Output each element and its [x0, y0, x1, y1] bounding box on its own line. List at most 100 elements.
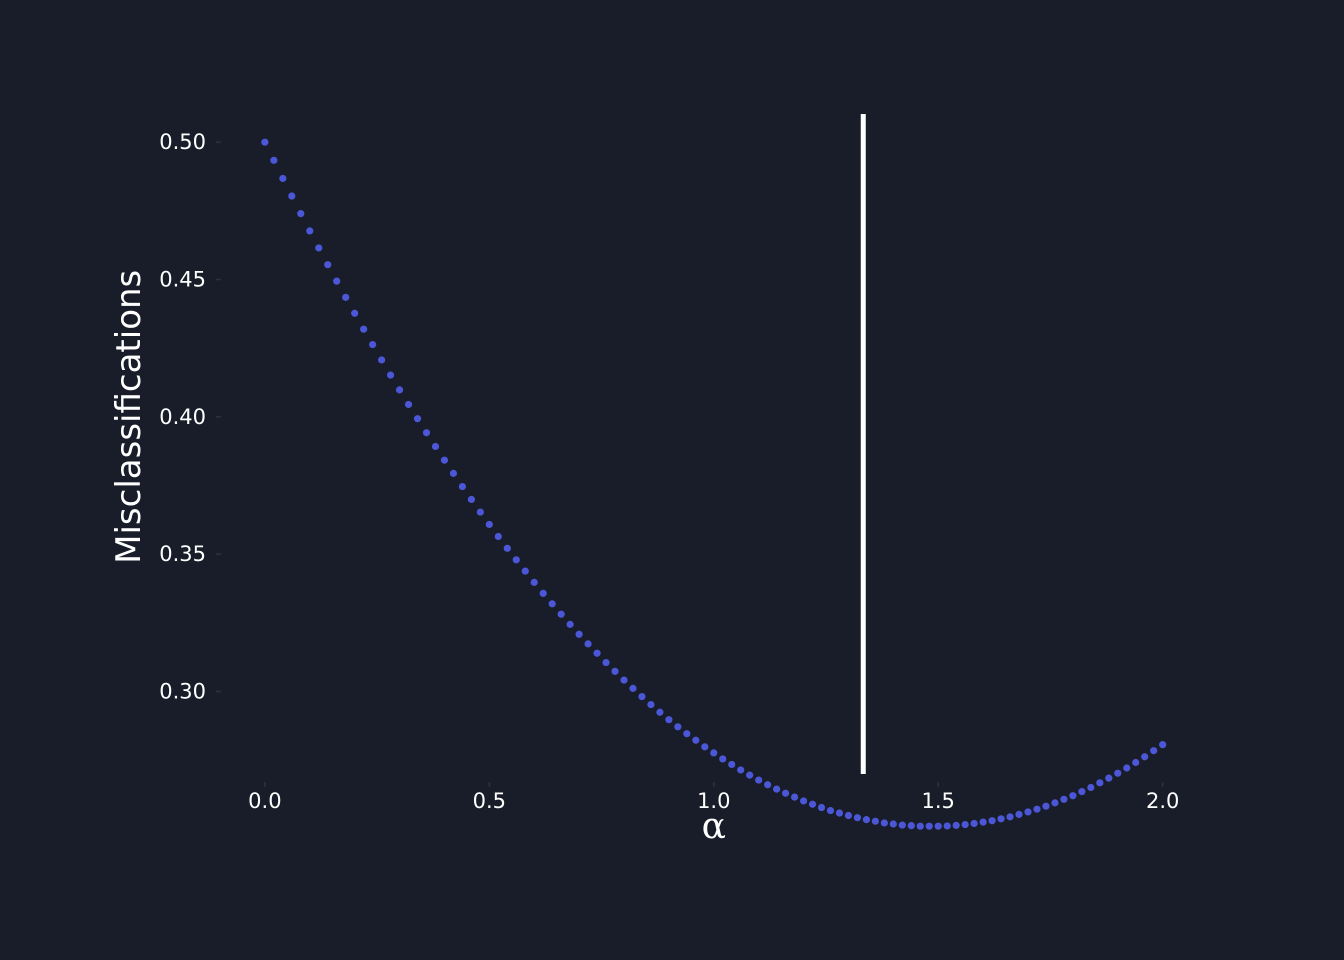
data-point — [324, 261, 332, 269]
data-point — [970, 819, 978, 828]
data-point — [485, 520, 493, 529]
data-point — [512, 556, 520, 564]
data-point — [656, 708, 664, 716]
data-point — [979, 818, 987, 826]
data-point — [808, 800, 817, 808]
data-point — [988, 817, 996, 825]
x-tick-label: 1.0 — [697, 789, 730, 813]
data-point — [746, 771, 754, 779]
data-point — [755, 776, 763, 784]
data-point — [1042, 802, 1050, 810]
data-point — [1015, 810, 1023, 819]
data-point — [297, 209, 305, 218]
data-point — [315, 244, 323, 252]
data-point — [279, 174, 287, 183]
data-point — [826, 806, 835, 815]
data-point — [1024, 808, 1032, 816]
data-point — [790, 793, 799, 801]
data-point — [683, 730, 691, 738]
data-point — [934, 822, 942, 830]
x-tick-label: 0.0 — [248, 789, 281, 813]
data-point — [1006, 813, 1014, 821]
data-point — [566, 620, 574, 628]
data-point — [817, 803, 826, 812]
data-point — [710, 749, 718, 757]
data-point — [270, 156, 278, 164]
data-point — [378, 356, 386, 364]
x-tick-label: 1.5 — [922, 789, 955, 813]
data-point — [665, 716, 673, 724]
data-point — [925, 822, 933, 830]
data-point — [360, 325, 368, 333]
y-tick-label: 0.40 — [159, 405, 206, 429]
data-point — [422, 429, 431, 437]
x-axis: 0.0 0.5 1.0 1.5 2.0 — [248, 782, 1179, 813]
data-point — [997, 815, 1005, 823]
data-point — [521, 567, 529, 575]
y-tick-label: 0.30 — [159, 679, 206, 703]
data-point — [593, 649, 601, 657]
data-point — [431, 442, 440, 451]
y-axis-title: Misclassifications — [109, 270, 149, 564]
y-tick-label: 0.45 — [159, 268, 206, 292]
data-point — [369, 340, 377, 349]
data-point — [413, 415, 422, 423]
data-point — [458, 482, 466, 491]
data-point — [835, 809, 844, 817]
data-point — [449, 469, 458, 477]
data-point — [288, 192, 296, 200]
data-point — [674, 723, 682, 731]
data-point — [1087, 783, 1095, 792]
data-point — [1033, 805, 1041, 813]
data-point — [638, 693, 646, 701]
data-points — [261, 138, 1167, 830]
data-point — [907, 822, 915, 830]
data-point — [1069, 792, 1077, 800]
data-point — [548, 600, 556, 608]
data-point — [1060, 795, 1068, 803]
data-point — [395, 386, 404, 394]
data-point — [602, 658, 610, 667]
data-point — [862, 816, 871, 824]
data-point — [1123, 764, 1131, 772]
data-point — [1051, 799, 1059, 807]
data-point — [889, 820, 897, 828]
data-point — [943, 822, 951, 830]
data-point — [844, 811, 853, 820]
data-point — [782, 789, 790, 797]
data-point — [306, 227, 314, 235]
data-point — [404, 400, 413, 409]
data-point — [1078, 788, 1086, 796]
data-point — [719, 755, 727, 763]
data-point — [1114, 769, 1122, 777]
data-point — [1105, 774, 1113, 782]
data-point — [952, 821, 960, 829]
data-point — [898, 821, 906, 829]
data-point — [1132, 758, 1140, 767]
data-point — [351, 309, 359, 317]
data-point — [961, 820, 969, 829]
data-point — [629, 684, 637, 692]
data-point — [880, 819, 888, 827]
data-point — [1096, 779, 1104, 787]
y-tick-label: 0.35 — [159, 542, 206, 566]
y-tick-label: 0.50 — [159, 130, 206, 154]
data-point — [530, 578, 538, 586]
data-point — [728, 760, 736, 769]
data-point — [773, 785, 781, 793]
data-point — [440, 456, 449, 464]
data-point — [647, 700, 655, 709]
data-point — [467, 495, 475, 504]
data-point — [737, 766, 745, 774]
data-point — [799, 797, 808, 805]
y-axis: 0.30 0.35 0.40 0.45 0.50 — [159, 130, 221, 703]
data-point — [1159, 741, 1167, 749]
data-point — [620, 676, 628, 684]
data-point — [853, 814, 862, 822]
x-axis-title: α — [702, 806, 726, 847]
x-tick-label: 2.0 — [1146, 789, 1179, 813]
x-tick-label: 0.5 — [473, 789, 506, 813]
data-point — [575, 630, 583, 638]
